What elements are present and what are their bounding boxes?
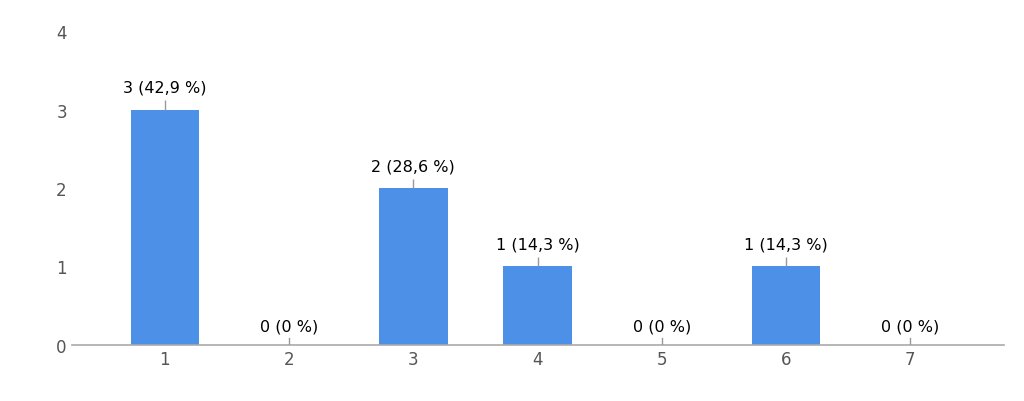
Text: 3 (42,9 %): 3 (42,9 %) (123, 81, 207, 95)
Text: 0 (0 %): 0 (0 %) (260, 319, 318, 334)
Text: 0 (0 %): 0 (0 %) (882, 319, 939, 334)
Bar (131, 110, 199, 345)
Bar (752, 267, 820, 345)
Text: 1 (14,3 %): 1 (14,3 %) (744, 237, 828, 252)
Bar (379, 188, 447, 345)
Bar (504, 267, 571, 345)
Text: 2 (28,6 %): 2 (28,6 %) (372, 159, 456, 174)
Text: 0 (0 %): 0 (0 %) (633, 319, 691, 334)
Text: 1 (14,3 %): 1 (14,3 %) (496, 237, 580, 252)
